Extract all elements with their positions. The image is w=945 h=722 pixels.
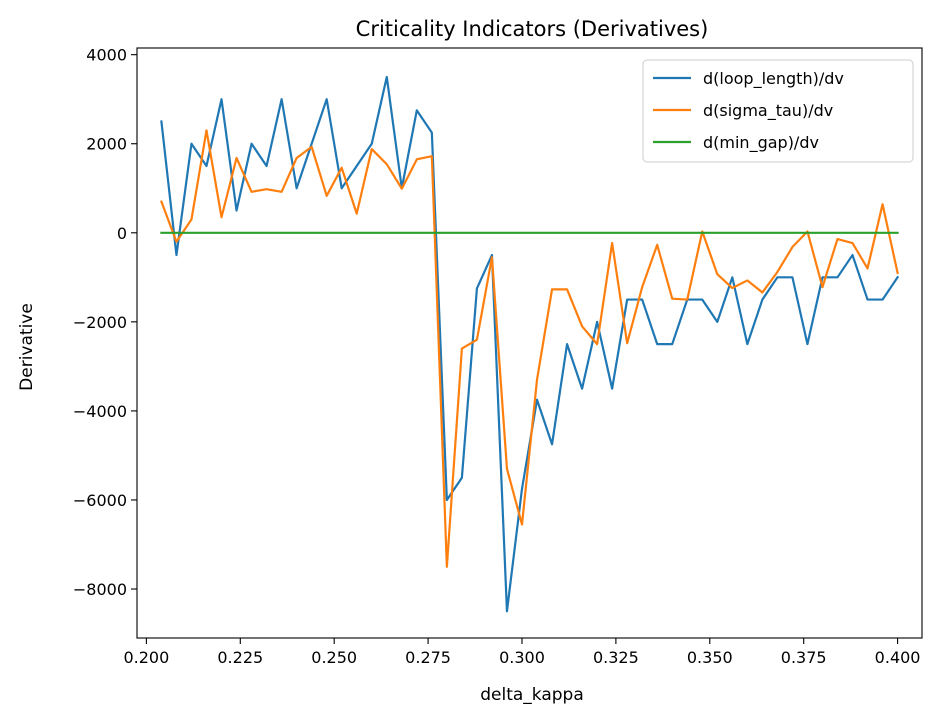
y-tick-label: −4000 (73, 402, 127, 421)
legend: d(loop_length)/dv d(sigma_tau)/dv d(min_ga… (642, 59, 914, 163)
x-tick-label: 0.200 (123, 648, 169, 667)
y-tick-label: 4000 (86, 46, 127, 65)
chart-title: Criticality Indicators (Derivatives) (356, 17, 709, 41)
axes-frame (136, 47, 923, 639)
y-tick-label: −6000 (73, 491, 127, 510)
legend-label-0: d(loop_length)/dv (703, 69, 844, 89)
plot-area (159, 75, 900, 613)
x-tick-label: 0.225 (217, 648, 263, 667)
series-line-1 (159, 129, 899, 568)
legend-label-1: d(sigma_tau)/dv (703, 101, 833, 121)
legend-label-2: d(min_gap)/dv (703, 133, 819, 153)
y-tick-label: −2000 (73, 313, 127, 332)
legend-box (642, 59, 914, 163)
x-tick-label: 0.350 (687, 648, 733, 667)
axes: 0.200 0.225 0.250 0.275 0.300 0.325 0.350 0.375… (73, 46, 923, 667)
x-tick-label: 0.275 (405, 648, 451, 667)
x-tick-label: 0.325 (593, 648, 639, 667)
x-axis-label: delta_kappa (480, 685, 584, 705)
x-tick-label: 0.300 (499, 648, 545, 667)
y-tick-label: 2000 (86, 135, 127, 154)
y-axis-label: Derivative (17, 303, 37, 391)
x-tick-label: 0.375 (781, 648, 827, 667)
x-tick-label: 0.400 (875, 648, 921, 667)
x-tick-label: 0.250 (311, 648, 357, 667)
y-tick-label: −8000 (73, 580, 127, 599)
y-tick-label: 0 (117, 224, 127, 243)
